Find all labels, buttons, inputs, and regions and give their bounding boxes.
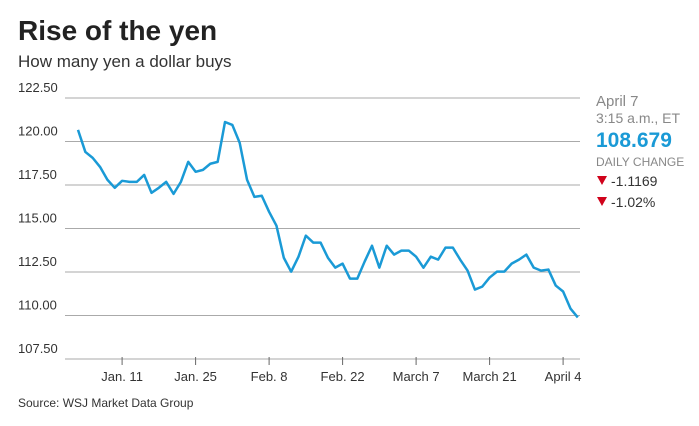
annotation-time: 3:15 a.m., ET — [596, 110, 680, 126]
y-tick-label: 107.50 — [18, 341, 58, 356]
y-tick-label: 122.50 — [18, 80, 58, 95]
y-tick-label: 115.00 — [18, 211, 57, 226]
annotation-change-pct: -1.02% — [611, 194, 655, 210]
chart-title: Rise of the yen — [18, 15, 217, 46]
x-tick-label: March 21 — [462, 369, 516, 384]
annotation-change-label: DAILY CHANGE — [596, 155, 684, 169]
line — [76, 120, 579, 319]
x-tick-label: Jan. 25 — [174, 369, 217, 384]
x-tick-label: March 7 — [393, 369, 440, 384]
source: Source: WSJ Market Data Group — [18, 396, 194, 410]
chart-subtitle: How many yen a dollar buys — [18, 52, 232, 71]
x-tick-label: Feb. 8 — [251, 369, 288, 384]
annotation-price: 108.679 — [596, 129, 672, 152]
annotation-change: -1.1169 — [611, 173, 658, 189]
y-tick-label: 110.00 — [18, 298, 57, 313]
y-tick-label: 120.00 — [18, 124, 58, 139]
y-tick-label: 117.50 — [18, 167, 57, 182]
annotation-date: April 7 — [596, 93, 639, 110]
down-arrow — [597, 197, 607, 206]
down-arrow — [597, 176, 607, 185]
y-tick-label: 112.50 — [18, 254, 57, 269]
x-tick-label: April 4 — [545, 369, 582, 384]
x-tick-label: Feb. 22 — [321, 369, 365, 384]
x-tick-label: Jan. 11 — [101, 369, 143, 384]
